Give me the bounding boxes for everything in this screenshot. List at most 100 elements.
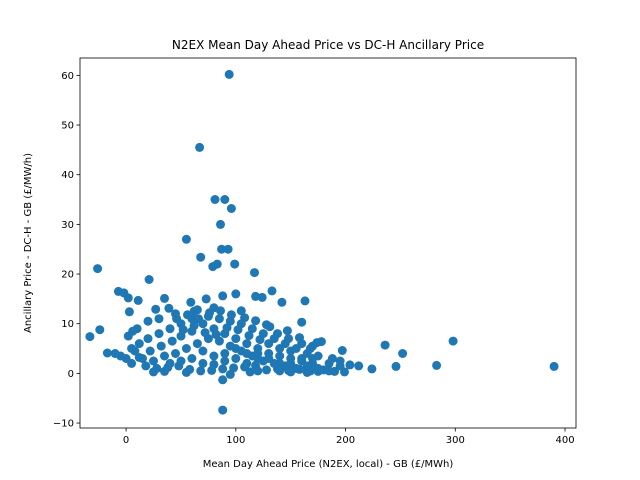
scatter-point [251,316,261,326]
scatter-point [251,291,261,301]
scatter-point [154,329,164,339]
scatter-point [200,328,210,338]
scatter-point [102,348,112,358]
scatter-point [183,310,192,320]
scatter-point [337,346,347,355]
y-tick-label: 60 [61,71,74,82]
scatter-point [192,339,202,349]
scatter-point [209,359,219,369]
scatter-point [130,346,140,356]
scatter-point [218,364,228,374]
scatter-point [242,358,252,368]
scatter-point [201,294,211,304]
scatter-point [273,329,282,339]
scatter-point [257,292,267,302]
scatter-point [181,367,191,377]
scatter-point [220,349,230,358]
scatter-point [128,326,138,336]
scatter-point [160,293,169,303]
scatter-point [143,316,153,326]
scatter-point [198,346,208,356]
scatter-point [198,358,208,368]
scatter-point [251,360,261,370]
scatter-point [229,363,239,373]
x-tick-label: 200 [336,435,355,446]
scatter-point [181,234,191,244]
scatter-point [160,366,169,376]
scatter-point [549,361,559,371]
scatter-point [264,354,274,363]
scatter-point [110,349,120,358]
scatter-point [297,354,307,363]
scatter-point [143,334,153,344]
scatter-point [275,351,285,361]
scatter-point [295,333,304,343]
scatter-point [151,304,161,314]
scatter-point [297,317,307,327]
scatter-point [250,268,259,278]
scatter-point [242,349,252,358]
scatter-point [253,349,263,358]
scatter-point [181,344,191,353]
scatter-point [226,204,236,213]
y-axis-label: Ancillary Price - DC-H - GB (£/MW/h) [23,153,34,333]
y-tick-label: 40 [61,170,74,181]
y-tick-label: 30 [61,220,74,231]
scatter-point [154,314,164,324]
scatter-point [165,358,175,368]
scatter-point [391,361,401,371]
scatter-point [231,354,241,363]
scatter-point [172,314,182,324]
x-tick-label: 100 [226,435,245,446]
scatter-point [149,356,158,366]
scatter-point [220,356,230,366]
scatter-point [134,339,144,349]
scatter-point [178,325,188,335]
y-tick-label: 10 [61,319,74,330]
x-tick-label: 300 [446,435,465,446]
scatter-point [195,142,205,152]
scatter-point [282,326,292,336]
scatter-point [216,219,225,229]
chart-title: N2EX Mean Day Ahead Price vs DC-H Ancill… [172,38,484,52]
scatter-point [233,325,243,335]
scatter-point [205,308,214,318]
scatter-point [226,310,236,320]
scatter-point [345,360,355,370]
scatter-point [231,289,241,299]
scatter-point [247,324,257,334]
scatter-point [284,334,293,344]
scatter-point [218,291,228,301]
y-axis-ticks: −10 0 10 20 30 40 50 60 [53,71,80,430]
scatter-point [134,353,144,362]
x-tick-label: 0 [123,435,129,446]
scatter-point [211,330,221,340]
scatter-point [93,264,103,274]
x-axis-label: Mean Day Ahead Price (N2EX, local) - GB … [203,459,454,470]
scatter-point [160,351,169,361]
scatter-point [275,358,285,368]
scatter-point [214,314,224,324]
scatter-point [267,286,277,296]
scatter-point [262,365,271,375]
points-layer [85,69,559,415]
scatter-point [187,354,197,363]
scatter-point [242,339,252,349]
scatter-point [432,360,442,370]
y-tick-label: 0 [68,369,74,380]
scatter-point [286,358,296,368]
scatter-point [255,335,265,345]
scatter-point [220,195,230,204]
scatter-point [295,364,304,374]
scatter-point [448,336,458,346]
scatter-point [196,252,206,262]
scatter-point [275,344,285,353]
scatter-point [236,306,246,316]
scatter-point [141,361,151,371]
scatter-point [367,364,377,374]
scatter-point [324,358,334,368]
scatter-point [300,296,310,306]
scatter-point [313,366,323,376]
scatter-point [224,69,234,79]
